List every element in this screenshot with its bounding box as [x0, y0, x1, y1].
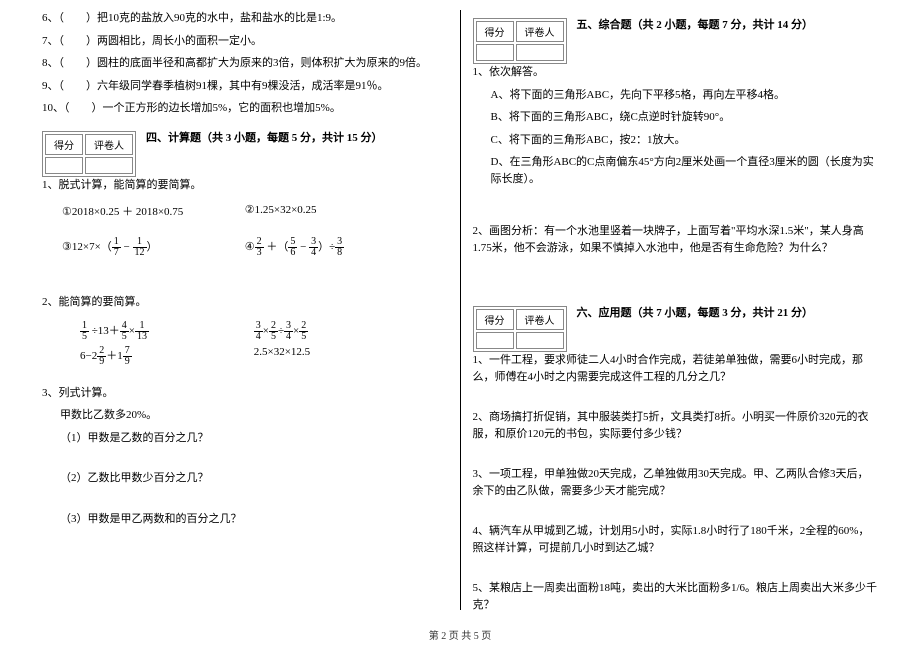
- judge-10-text: 一个正方形的边长增加5%，它的面积也增加5%。: [103, 102, 341, 114]
- page-container: 6、（ ）把10克的盐放入90克的水中，盐和盐水的比是1:9。 7、（ ）两圆相…: [0, 0, 920, 620]
- score-cell: [476, 332, 514, 349]
- calc-q3sub: 甲数比乙数多20%。: [60, 407, 448, 424]
- score-head-2: 评卷人: [516, 21, 564, 42]
- section6-row: 得分评卷人 六、应用题（共 7 小题，每题 3 分，共计 21 分）: [473, 298, 879, 352]
- calc-row3: 15 ÷13＋45×113 34×25÷34×25: [42, 321, 448, 342]
- calc-q2: 2、能简算的要简算。: [42, 294, 448, 311]
- app-q5: 5、某粮店上一周卖出面粉18吨，卖出的大米比面粉多1/6。粮店上周卖出大米多少千…: [473, 580, 879, 613]
- score-head-1: 得分: [476, 309, 514, 330]
- judge-6-text: 把10克的盐放入90克的水中，盐和盐水的比是1:9。: [97, 12, 342, 24]
- calc-row2: ③12×7×（17 − 112） ④23 ＋（56 − 34）÷38: [42, 237, 448, 258]
- calc-row4: 6−229＋179 2.5×32×12.5: [42, 346, 448, 367]
- section6-title: 六、应用题（共 7 小题，每题 3 分，共计 21 分）: [577, 304, 814, 320]
- calc-q3-1: （1）甲数是乙数的百分之几？: [60, 430, 448, 447]
- score-cell: [476, 44, 514, 61]
- expr-5: 15 ÷13＋45×113: [80, 321, 254, 342]
- score-head-2: 评卷人: [516, 309, 564, 330]
- right-column: 得分评卷人 五、综合题（共 2 小题，每题 7 分，共计 14 分） 1、依次解…: [461, 10, 891, 620]
- app-q2: 2、商场搞打折促销，其中服装类打5折，文具类打8折。小明买一件原价320元的衣服…: [473, 409, 879, 442]
- comp-q1d: D、在三角形ABC的C点南偏东45°方向2厘米处画一个直径3厘米的圆（长度为实际…: [491, 154, 879, 187]
- section5-title: 五、综合题（共 2 小题，每题 7 分，共计 14 分）: [577, 16, 814, 32]
- comp-q2: 2、画图分析：有一个水池里竖着一块牌子，上面写着"平均水深1.5米"，某人身高1…: [473, 223, 879, 256]
- score-cell: [45, 157, 83, 174]
- judge-9-text: 六年级同学春季植树91棵，其中有9棵没活，成活率是91％。: [97, 80, 389, 92]
- score-box-4: 得分评卷人: [42, 131, 136, 177]
- comp-q1c: C、将下面的三角形ABC，按2：1放大。: [491, 132, 879, 149]
- app-q4: 4、辆汽车从甲城到乙城，计划用5小时，实际1.8小时行了180千米，2全程的60…: [473, 523, 879, 556]
- expr-8: 2.5×32×12.5: [254, 346, 428, 367]
- expr-4: ④23 ＋（56 − 34）÷38: [245, 237, 428, 258]
- comp-q1a: A、将下面的三角形ABC，先向下平移5格，再向左平移4格。: [491, 87, 879, 104]
- app-q1: 1、一件工程，要求师徒二人4小时合作完成，若徒弟单独做，需要6小时完成，那么，师…: [473, 352, 879, 385]
- score-box-6: 得分评卷人: [473, 306, 567, 352]
- expr-1a: ①2018×0.25 ＋ 2018×0.75: [62, 203, 245, 219]
- score-cell: [85, 157, 133, 174]
- score-head-2: 评卷人: [85, 134, 133, 155]
- section5-row: 得分评卷人 五、综合题（共 2 小题，每题 7 分，共计 14 分）: [473, 10, 879, 64]
- expr-3: ③12×7×（17 − 112）: [62, 237, 245, 258]
- score-head-1: 得分: [476, 21, 514, 42]
- judge-10: 10、（ ）一个正方形的边长增加5%，它的面积也增加5%。: [42, 100, 448, 117]
- comp-q1b: B、将下面的三角形ABC，绕C点逆时针旋转90°。: [491, 109, 879, 126]
- score-cell: [516, 44, 564, 61]
- score-head-1: 得分: [45, 134, 83, 155]
- comp-q1: 1、依次解答。: [473, 64, 879, 81]
- judge-8: 8、（ ）圆柱的底面半径和高都扩大为原来的3倍，则体积扩大为原来的9倍。: [42, 55, 448, 72]
- section4-row: 得分评卷人 四、计算题（共 3 小题，每题 5 分，共计 15 分）: [42, 123, 448, 177]
- judge-6: 6、（ ）把10克的盐放入90克的水中，盐和盐水的比是1:9。: [42, 10, 448, 27]
- judge-9: 9、（ ）六年级同学春季植树91棵，其中有9棵没活，成活率是91％。: [42, 78, 448, 95]
- expr-1b: ②1.25×32×0.25: [245, 203, 428, 219]
- page-footer: 第 2 页 共 5 页: [0, 627, 920, 642]
- calc-q3-2: （2）乙数比甲数少百分之几？: [60, 470, 448, 487]
- score-cell: [516, 332, 564, 349]
- judge-8-text: 圆柱的底面半径和高都扩大为原来的3倍，则体积扩大为原来的9倍。: [97, 57, 427, 69]
- calc-q1: 1、脱式计算，能简算的要简算。: [42, 177, 448, 194]
- score-box-5: 得分评卷人: [473, 18, 567, 64]
- calc-q3-3: （3）甲数是甲乙两数和的百分之几？: [60, 511, 448, 528]
- judge-7: 7、（ ）两圆相比，周长小的面积一定小。: [42, 33, 448, 50]
- app-q3: 3、一项工程，甲单独做20天完成，乙单独做用30天完成。甲、乙两队合修3天后，余…: [473, 466, 879, 499]
- calc-row1: ①2018×0.25 ＋ 2018×0.75 ②1.25×32×0.25: [42, 203, 448, 219]
- expr-6: 34×25÷34×25: [254, 321, 428, 342]
- left-column: 6、（ ）把10克的盐放入90克的水中，盐和盐水的比是1:9。 7、（ ）两圆相…: [30, 10, 460, 620]
- section4-title: 四、计算题（共 3 小题，每题 5 分，共计 15 分）: [146, 129, 383, 145]
- calc-q3: 3、列式计算。: [42, 385, 448, 402]
- expr-7: 6−229＋179: [80, 346, 254, 367]
- judge-7-text: 两圆相比，周长小的面积一定小。: [97, 35, 262, 47]
